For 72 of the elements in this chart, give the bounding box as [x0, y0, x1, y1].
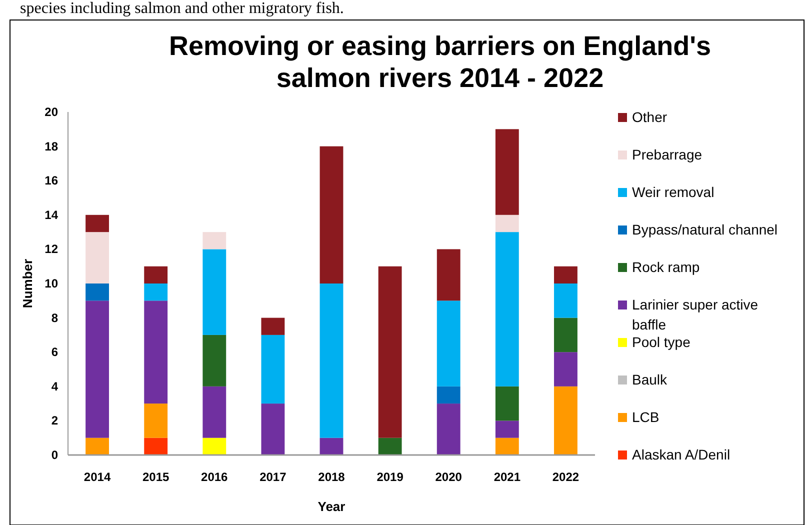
y-axis-title: Number — [20, 258, 35, 308]
legend-label: Weir removal — [632, 184, 714, 200]
bar — [144, 266, 168, 284]
bar — [554, 386, 578, 455]
y-tick-label: 12 — [44, 242, 58, 256]
bar — [495, 438, 519, 455]
bar — [495, 129, 519, 215]
bar — [144, 284, 168, 301]
y-tick-label: 8 — [51, 310, 58, 325]
y-tick-label: 0 — [51, 448, 58, 462]
bar — [378, 266, 402, 438]
bar — [554, 266, 578, 284]
bar — [261, 404, 285, 455]
y-tick-label: 6 — [51, 345, 58, 360]
bar — [320, 284, 344, 438]
x-tick-label: 2016 — [201, 470, 228, 484]
x-tick-label: 2018 — [318, 470, 346, 484]
bar — [378, 438, 402, 455]
y-tick-label: 14 — [44, 208, 58, 222]
legend-label: Baulk — [632, 372, 668, 388]
legend-label: Rock ramp — [632, 259, 700, 275]
legend-label: Pool type — [632, 334, 691, 350]
bar — [495, 232, 519, 386]
bar — [202, 438, 226, 455]
bar — [554, 318, 578, 352]
x-tick-label: 2017 — [260, 470, 287, 484]
bar — [86, 300, 109, 438]
bar — [86, 284, 109, 301]
x-axis-title: Year — [318, 499, 346, 514]
legend-label: Prebarrage — [632, 146, 702, 162]
bar — [495, 386, 519, 421]
bar — [86, 214, 109, 232]
x-tick-label: 2014 — [84, 470, 111, 484]
bar — [86, 232, 109, 284]
y-tick-label: 18 — [44, 139, 58, 154]
bar — [320, 146, 344, 284]
y-tick-label: 10 — [44, 276, 58, 290]
bar — [86, 438, 109, 455]
bar — [261, 318, 285, 335]
x-tick-label: 2015 — [142, 470, 170, 484]
bar — [144, 300, 168, 404]
text: species including salmon and other migratory fish. — [20, 0, 344, 17]
bar — [436, 249, 460, 301]
y-tick-label: 16 — [44, 174, 58, 188]
chart-title: Removing or easing barriers on England's salmon rivers 2014 - 2022 — [168, 31, 712, 93]
bar — [495, 420, 519, 438]
legend-label: Bypass/natural channel — [632, 222, 778, 238]
bar — [554, 284, 578, 318]
bar — [144, 404, 168, 438]
legend-label: Other — [632, 109, 668, 125]
x-tick-label: 2020 — [435, 470, 462, 484]
bar — [144, 438, 168, 455]
legend-label: Alaskan A/Denil — [632, 446, 730, 462]
x-tick-label: 2022 — [552, 470, 580, 484]
bar — [261, 334, 285, 404]
bar — [202, 386, 226, 438]
x-tick-label: 2019 — [376, 470, 404, 484]
bar — [436, 404, 460, 455]
bar — [202, 232, 226, 250]
y-tick-label: 20 — [44, 105, 58, 119]
bar — [436, 386, 460, 404]
bar — [554, 352, 578, 386]
bar — [495, 214, 519, 232]
y-tick-label: 4 — [51, 379, 58, 394]
bar — [202, 334, 226, 386]
x-tick-label: 2021 — [494, 470, 521, 484]
legend-label: LCB — [632, 409, 660, 425]
bar — [436, 300, 460, 386]
bar — [320, 438, 344, 455]
bar — [202, 249, 226, 335]
legend-label: Larinier super active baffle — [632, 296, 758, 332]
y-tick-label: 2 — [51, 414, 58, 428]
